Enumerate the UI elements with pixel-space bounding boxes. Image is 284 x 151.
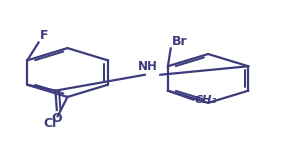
Text: CH₃: CH₃ [195, 95, 217, 105]
Text: Br: Br [172, 35, 187, 48]
Text: N: N [138, 60, 148, 73]
Text: H: H [147, 60, 157, 73]
Text: O: O [51, 112, 62, 125]
Text: Cl: Cl [43, 117, 56, 130]
Text: F: F [40, 29, 49, 42]
